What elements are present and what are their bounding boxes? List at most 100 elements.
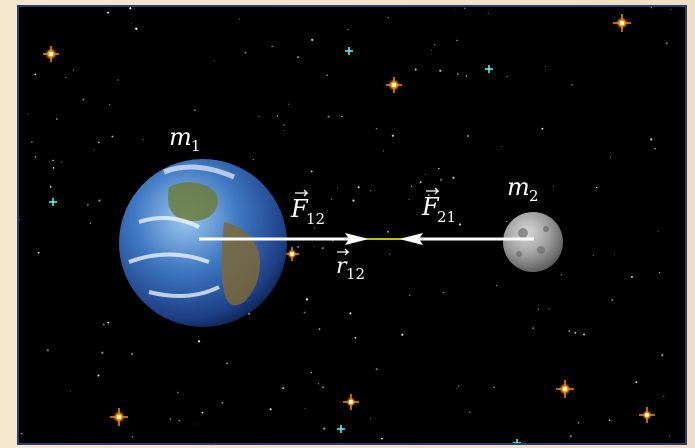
background-star <box>177 391 179 394</box>
background-star <box>410 185 413 187</box>
background-star <box>20 432 23 435</box>
svg-text:r: r <box>336 254 348 279</box>
svg-text:2: 2 <box>529 187 539 205</box>
background-star <box>46 349 49 352</box>
background-star <box>341 115 343 118</box>
background-star <box>408 294 411 296</box>
background-star <box>375 128 378 130</box>
svg-text:F: F <box>421 193 440 221</box>
background-star <box>271 45 274 48</box>
background-star <box>131 435 134 438</box>
background-star <box>665 42 668 45</box>
background-star <box>370 417 372 419</box>
background-star <box>318 328 321 330</box>
sparkle-star <box>556 380 574 398</box>
background-star <box>244 51 247 54</box>
background-star <box>347 29 349 31</box>
background-star <box>670 8 672 10</box>
background-star <box>107 11 110 14</box>
background-star <box>592 254 594 256</box>
background-star <box>375 368 378 371</box>
background-star <box>387 230 390 233</box>
sparkle-star <box>613 14 631 32</box>
background-star <box>252 159 254 161</box>
background-star <box>196 423 198 425</box>
background-star <box>82 98 85 101</box>
background-stars <box>19 7 672 443</box>
background-star <box>352 199 355 202</box>
background-star <box>661 354 664 357</box>
background-star <box>322 386 324 389</box>
background-star <box>327 115 330 118</box>
background-star <box>608 419 611 422</box>
background-star <box>501 146 503 147</box>
background-star <box>131 353 134 355</box>
space-scene: m 1 m 2 F 12 F 21 r 12 <box>17 5 687 445</box>
background-star <box>651 7 653 9</box>
background-star <box>111 135 114 138</box>
background-star <box>304 407 306 409</box>
background-star <box>193 109 196 112</box>
background-star <box>221 401 224 404</box>
background-star <box>454 9 456 11</box>
background-star <box>37 251 40 254</box>
background-star <box>310 371 313 374</box>
cyan-star <box>345 47 353 55</box>
cyan-star <box>485 65 493 73</box>
background-star <box>577 422 580 424</box>
background-star <box>98 141 100 144</box>
background-star <box>19 218 20 221</box>
background-star <box>326 74 328 77</box>
background-star <box>117 79 119 81</box>
background-star <box>201 411 204 414</box>
background-star <box>635 381 638 384</box>
background-star <box>408 198 410 200</box>
background-star <box>630 275 633 279</box>
background-star <box>431 49 433 51</box>
moon-sphere <box>503 212 563 272</box>
background-star <box>130 22 132 24</box>
svg-text:12: 12 <box>306 210 325 228</box>
background-star <box>303 311 306 314</box>
background-star <box>107 321 110 324</box>
background-star <box>657 230 659 232</box>
background-star <box>654 147 656 150</box>
sparkle-star <box>639 407 655 423</box>
background-star <box>595 186 598 189</box>
background-star <box>466 134 469 138</box>
background-star <box>34 73 37 76</box>
background-star <box>283 130 285 132</box>
background-star <box>439 178 443 181</box>
background-star <box>370 190 372 192</box>
background-star <box>49 185 52 188</box>
background-star <box>86 203 89 206</box>
background-star <box>553 186 554 188</box>
background-star <box>65 76 67 78</box>
sparkle-star <box>110 408 128 426</box>
background-star <box>560 273 563 276</box>
label-r12: r 12 <box>336 248 365 283</box>
sparkle-star <box>43 46 59 62</box>
background-star <box>321 247 324 250</box>
background-star <box>669 435 671 437</box>
background-star <box>419 181 422 184</box>
background-star <box>650 138 653 141</box>
background-star <box>276 115 279 117</box>
cyan-star <box>49 198 57 206</box>
background-star <box>663 395 665 398</box>
background-star <box>544 66 547 68</box>
background-star <box>456 39 458 42</box>
background-star <box>34 156 37 158</box>
background-star <box>311 38 314 42</box>
cyan-star <box>337 425 345 433</box>
background-star <box>142 139 144 141</box>
background-star <box>495 285 498 287</box>
background-star <box>61 161 63 163</box>
background-star <box>469 411 471 413</box>
background-star <box>297 56 299 58</box>
background-star <box>439 69 442 72</box>
background-star <box>574 331 577 334</box>
svg-text:12: 12 <box>346 265 365 283</box>
background-star <box>305 298 309 301</box>
background-star <box>387 16 389 19</box>
